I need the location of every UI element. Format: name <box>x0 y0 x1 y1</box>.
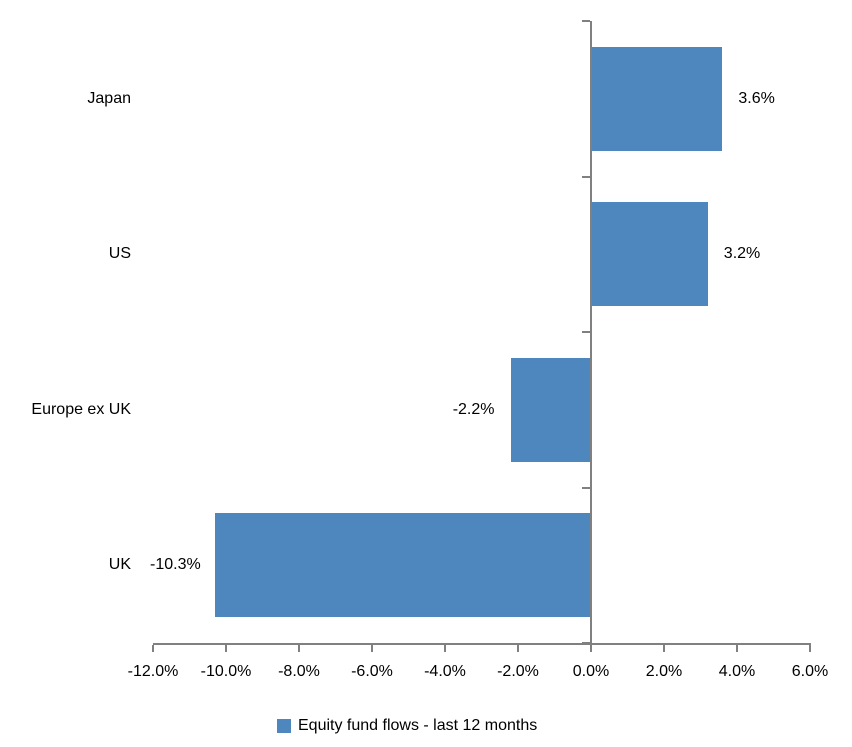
category-axis-tick <box>582 175 590 178</box>
value-label-uk: -10.3% <box>150 556 201 574</box>
category-label-us: US <box>108 245 131 263</box>
x-axis-tick <box>663 645 665 652</box>
x-axis-tick <box>298 645 300 652</box>
x-axis-tick-label: 0.0% <box>572 663 610 680</box>
x-axis-tick <box>517 645 519 652</box>
x-axis-tick-label: -10.0% <box>200 663 252 680</box>
value-axis-line <box>153 643 811 645</box>
category-label-uk: UK <box>108 556 131 574</box>
x-axis-tick-label: -2.0% <box>497 663 539 680</box>
bar-europe-ex-uk <box>510 357 591 462</box>
category-axis-tick <box>582 331 590 333</box>
category-label-europe-ex-uk: Europe ex UK <box>31 400 131 418</box>
category-axis-line <box>590 21 592 644</box>
value-label-europe-ex-uk: -2.2% <box>452 400 495 418</box>
category-label-japan: Japan <box>87 89 131 107</box>
legend-label: Equity fund flows - last 12 months <box>298 717 538 734</box>
bar-japan <box>591 46 723 151</box>
bar-uk <box>215 513 591 618</box>
x-axis-tick-label: 2.0% <box>645 663 683 680</box>
x-axis-tick-label: -8.0% <box>278 663 320 680</box>
x-axis-tick <box>225 645 227 652</box>
x-axis-tick-label: -6.0% <box>351 663 393 680</box>
category-axis-tick <box>582 20 590 22</box>
x-axis-tick <box>152 645 154 652</box>
category-axis-tick <box>582 486 590 489</box>
x-axis-tick <box>371 645 373 652</box>
x-axis-tick <box>736 645 738 652</box>
x-axis-tick <box>444 645 446 652</box>
x-axis-tick <box>809 645 811 652</box>
bar-us <box>591 202 708 307</box>
x-axis-tick-label: 6.0% <box>791 663 829 680</box>
x-axis-tick <box>590 645 592 652</box>
value-label-japan: 3.6% <box>738 89 775 107</box>
x-axis-tick-label: 4.0% <box>718 663 756 680</box>
x-axis-tick-label: -12.0% <box>127 663 179 680</box>
legend-swatch-icon <box>277 719 291 733</box>
x-axis-tick-label: -4.0% <box>424 663 466 680</box>
value-label-us: 3.2% <box>723 245 761 263</box>
legend: Equity fund flows - last 12 months <box>277 714 537 738</box>
